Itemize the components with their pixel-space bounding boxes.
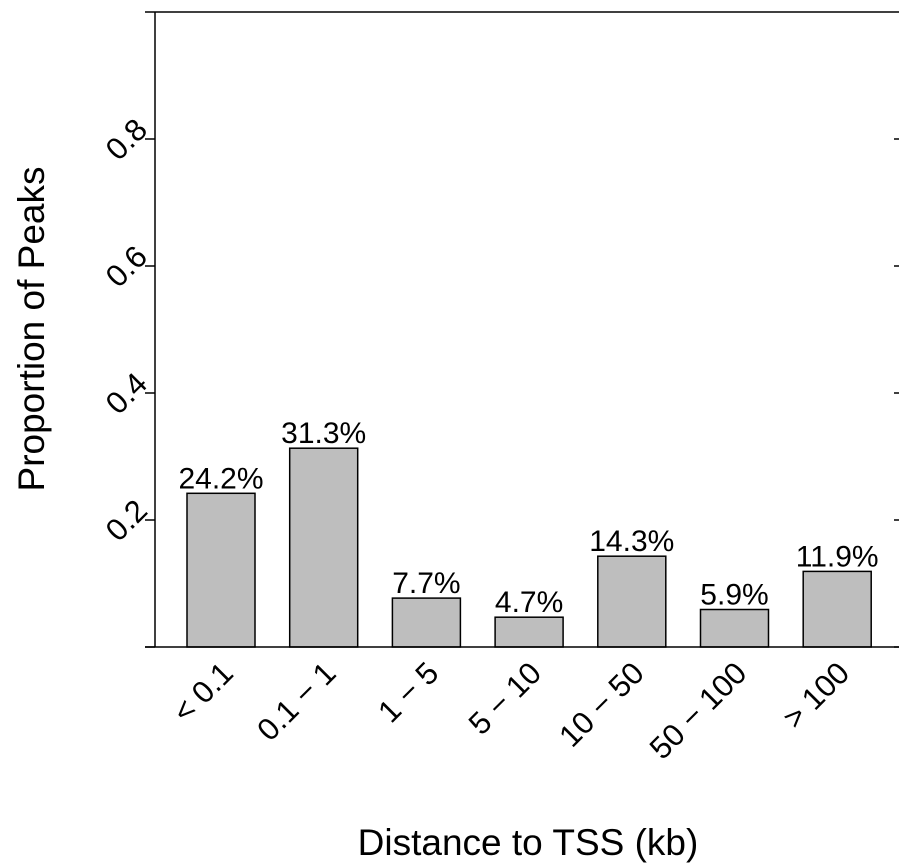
x-tick-label: > 100	[776, 655, 856, 735]
y-tick-label: 0.8	[99, 112, 154, 167]
bar	[597, 555, 667, 648]
bar-data-label: 4.7%	[495, 586, 563, 619]
y-axis-title: Proportion of Peaks	[11, 167, 52, 492]
bar-data-label: 14.3%	[589, 525, 674, 558]
bar	[391, 597, 462, 648]
bar	[494, 616, 564, 648]
bar	[802, 570, 872, 648]
x-tick-label: 0.1 − 1	[250, 655, 342, 747]
bar	[288, 447, 359, 648]
bars	[186, 447, 872, 648]
x-tick-label: 1 − 5	[371, 655, 445, 729]
x-tick-label: 10 − 50	[552, 655, 650, 753]
y-tick-label: 0.4	[99, 366, 154, 421]
data-labels: 24.2% 31.3% 7.7% 4.7% 14.3% 5.9% 11.9%	[178, 417, 878, 619]
y-tick-label: 0.6	[99, 239, 154, 294]
bar-data-label: 31.3%	[281, 417, 366, 450]
bar-data-label: 7.7%	[392, 567, 460, 600]
x-tick-label: < 0.1	[166, 655, 240, 729]
bar	[699, 608, 770, 648]
bar-data-label: 24.2%	[178, 462, 263, 495]
x-tick-label: 5 − 10	[462, 655, 548, 741]
y-tick-label: 0.2	[99, 493, 154, 548]
bar	[186, 492, 256, 648]
x-tick-label: 50 − 100	[643, 655, 754, 766]
axes	[145, 11, 899, 648]
y-tick-labels: 0.2 0.4 0.6 0.8	[99, 112, 154, 548]
x-axis-title: Distance to TSS (kb)	[358, 822, 699, 863]
bar-data-label: 11.9%	[796, 540, 879, 573]
bar-data-label: 5.9%	[700, 579, 768, 612]
